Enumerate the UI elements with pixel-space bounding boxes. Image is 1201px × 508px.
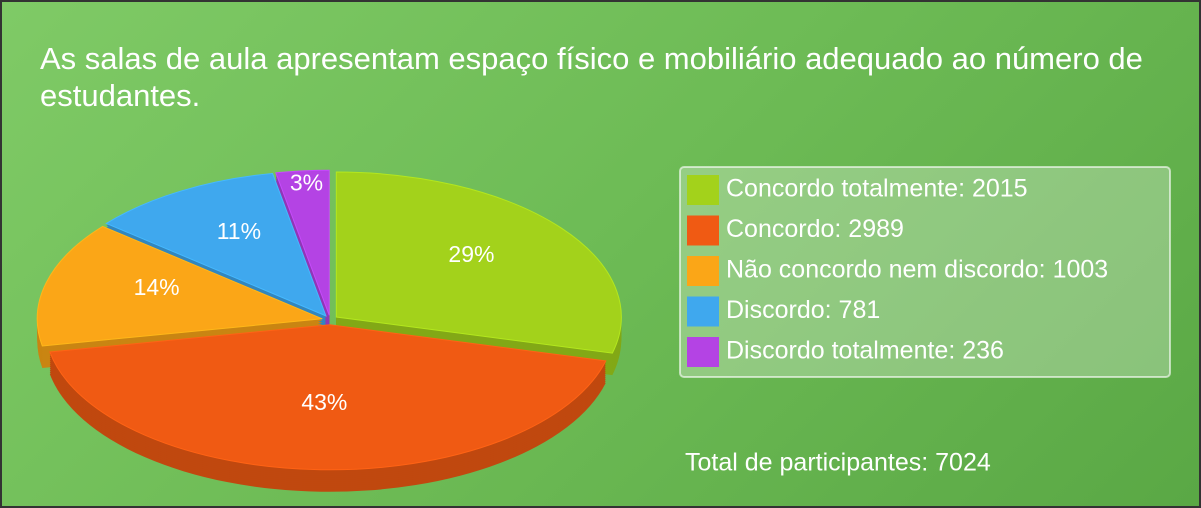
- value-label: 14%: [134, 274, 180, 300]
- value-label: 29%: [448, 241, 494, 267]
- legend-swatch: [687, 175, 719, 205]
- annotation: Total de participantes: 7024: [685, 449, 991, 477]
- legend-swatch: [687, 296, 719, 327]
- legend-swatch: [687, 337, 719, 367]
- legend-label: Não concordo nem discordo: 1003: [726, 256, 1108, 284]
- slice: [36, 225, 323, 347]
- legend-label: Concordo: 2989: [726, 215, 904, 243]
- legend-swatch: [687, 215, 719, 246]
- slice: [49, 324, 607, 471]
- slice: [335, 171, 622, 354]
- value-label: 43%: [301, 389, 347, 415]
- slice: [275, 169, 330, 316]
- legend-box: [679, 166, 1171, 378]
- slice: [105, 172, 327, 317]
- legend-label: Discordo: 781: [726, 296, 880, 324]
- legend-swatch: [687, 256, 719, 286]
- chart-title: As salas de aula apresentam espaço físic…: [40, 41, 1143, 113]
- legend-label: Concordo totalmente: 2015: [726, 175, 1028, 203]
- value-label: 11%: [217, 218, 261, 244]
- value-label: 3%: [290, 170, 323, 196]
- legend-label: Discordo totalmente: 236: [726, 337, 1004, 365]
